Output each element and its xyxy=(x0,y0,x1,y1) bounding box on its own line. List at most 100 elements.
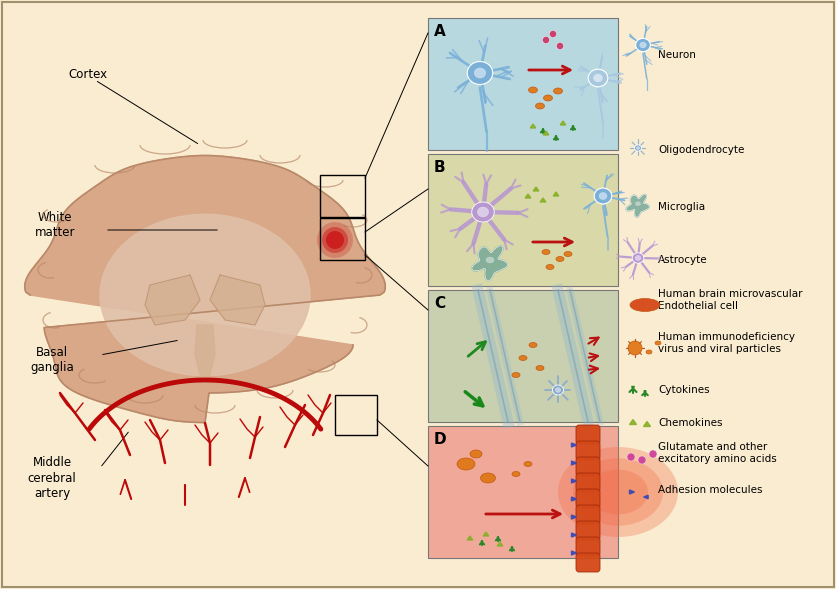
Polygon shape xyxy=(626,194,650,217)
Text: Cytokines: Cytokines xyxy=(658,385,710,395)
Polygon shape xyxy=(644,422,650,426)
Ellipse shape xyxy=(636,147,640,150)
Ellipse shape xyxy=(553,385,563,395)
Polygon shape xyxy=(497,542,502,546)
Polygon shape xyxy=(572,497,577,501)
FancyBboxPatch shape xyxy=(576,505,600,524)
Ellipse shape xyxy=(594,188,612,204)
Polygon shape xyxy=(540,198,546,202)
Ellipse shape xyxy=(519,356,527,360)
Text: Basal
ganglia: Basal ganglia xyxy=(30,346,74,374)
FancyBboxPatch shape xyxy=(576,537,600,556)
Ellipse shape xyxy=(564,252,572,256)
Ellipse shape xyxy=(599,193,607,200)
Ellipse shape xyxy=(481,473,496,483)
Polygon shape xyxy=(630,490,635,494)
Ellipse shape xyxy=(589,69,608,87)
Text: Microglia: Microglia xyxy=(658,202,705,212)
FancyBboxPatch shape xyxy=(576,473,600,492)
Ellipse shape xyxy=(529,342,537,348)
Polygon shape xyxy=(560,121,566,125)
Ellipse shape xyxy=(555,388,561,392)
Polygon shape xyxy=(525,194,531,198)
Circle shape xyxy=(557,42,563,49)
Text: Chemokines: Chemokines xyxy=(658,418,722,428)
Circle shape xyxy=(549,31,557,38)
Polygon shape xyxy=(644,391,646,392)
Ellipse shape xyxy=(556,256,564,262)
Text: Human brain microvascular
Endothelial cell: Human brain microvascular Endothelial ce… xyxy=(658,289,803,311)
Ellipse shape xyxy=(512,372,520,378)
Polygon shape xyxy=(572,126,573,127)
FancyBboxPatch shape xyxy=(576,441,600,460)
Text: A: A xyxy=(434,24,446,38)
Ellipse shape xyxy=(536,103,544,109)
Polygon shape xyxy=(210,275,265,325)
Polygon shape xyxy=(553,192,558,196)
Text: Human immunodeficiency
virus and viral particles: Human immunodeficiency virus and viral p… xyxy=(658,332,795,354)
Ellipse shape xyxy=(640,42,646,48)
Polygon shape xyxy=(572,533,577,537)
Ellipse shape xyxy=(457,458,475,470)
Polygon shape xyxy=(543,131,548,135)
Polygon shape xyxy=(644,495,648,499)
Text: Cortex: Cortex xyxy=(69,68,108,81)
Ellipse shape xyxy=(635,256,641,260)
Text: D: D xyxy=(434,432,446,446)
FancyBboxPatch shape xyxy=(576,489,600,508)
Bar xyxy=(428,426,618,558)
Polygon shape xyxy=(145,275,200,325)
Polygon shape xyxy=(530,124,536,128)
Text: Glutamate and other
excitatory amino acids: Glutamate and other excitatory amino aci… xyxy=(658,442,777,464)
Ellipse shape xyxy=(546,264,554,270)
Ellipse shape xyxy=(635,145,641,151)
Circle shape xyxy=(638,456,646,464)
Polygon shape xyxy=(572,443,577,447)
Bar xyxy=(428,18,618,150)
Ellipse shape xyxy=(635,38,650,52)
FancyBboxPatch shape xyxy=(576,425,600,444)
Polygon shape xyxy=(497,537,499,538)
Ellipse shape xyxy=(558,447,678,537)
Bar xyxy=(320,218,365,260)
Polygon shape xyxy=(195,325,215,385)
Ellipse shape xyxy=(486,257,494,263)
Text: Adhesion molecules: Adhesion molecules xyxy=(658,485,762,495)
Bar xyxy=(428,290,618,422)
Text: Oligodendrocyte: Oligodendrocyte xyxy=(658,145,744,155)
Bar xyxy=(428,154,618,286)
Ellipse shape xyxy=(573,458,663,526)
Ellipse shape xyxy=(474,68,486,78)
FancyBboxPatch shape xyxy=(576,521,600,540)
Polygon shape xyxy=(511,547,513,548)
Polygon shape xyxy=(533,187,538,191)
Bar xyxy=(320,175,365,217)
Text: B: B xyxy=(434,160,446,174)
Ellipse shape xyxy=(524,462,532,466)
Polygon shape xyxy=(572,515,577,519)
Polygon shape xyxy=(555,136,557,137)
Ellipse shape xyxy=(588,469,648,515)
Ellipse shape xyxy=(646,350,652,354)
Ellipse shape xyxy=(553,88,563,94)
Circle shape xyxy=(543,37,549,44)
Ellipse shape xyxy=(536,366,544,370)
Ellipse shape xyxy=(528,87,538,93)
Ellipse shape xyxy=(512,472,520,477)
Polygon shape xyxy=(542,129,544,130)
Ellipse shape xyxy=(630,299,660,312)
Bar xyxy=(335,395,377,435)
Polygon shape xyxy=(630,419,636,425)
Ellipse shape xyxy=(470,450,482,458)
Text: Middle
cerebral
artery: Middle cerebral artery xyxy=(28,456,76,499)
Ellipse shape xyxy=(635,202,640,206)
Circle shape xyxy=(322,227,348,253)
Ellipse shape xyxy=(472,202,494,222)
Circle shape xyxy=(628,341,642,355)
Text: White
matter: White matter xyxy=(35,211,75,239)
FancyBboxPatch shape xyxy=(576,457,600,476)
Ellipse shape xyxy=(594,74,603,82)
Ellipse shape xyxy=(632,253,644,263)
Polygon shape xyxy=(483,532,489,536)
Polygon shape xyxy=(472,246,507,280)
